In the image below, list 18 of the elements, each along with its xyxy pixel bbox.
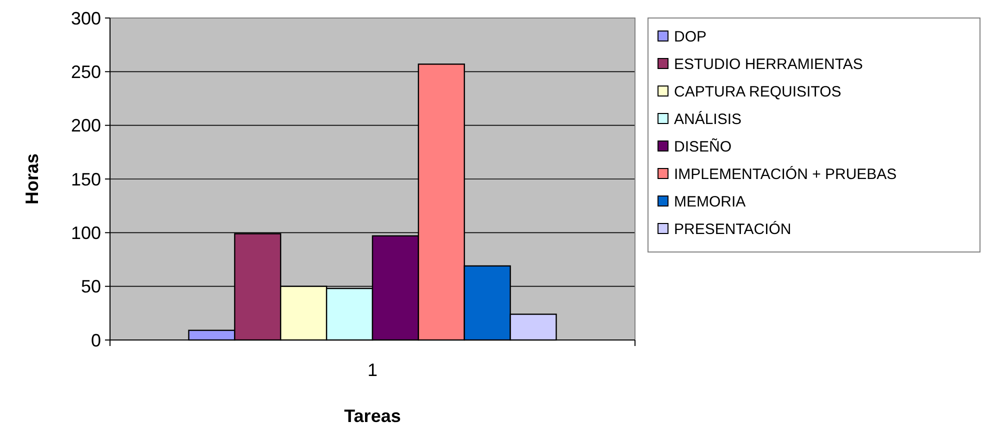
y-tick-label: 250 — [70, 62, 101, 82]
y-tick-label: 300 — [70, 8, 101, 28]
legend-label: IMPLEMENTACIÓN + PRUEBAS — [674, 164, 897, 183]
legend-label: ESTUDIO HERRAMIENTAS — [674, 56, 863, 73]
y-tick-label: 0 — [90, 330, 101, 350]
legend-label: PRESENTACIÓN — [674, 220, 792, 238]
legend-label: CAPTURA REQUISITOS — [674, 83, 842, 100]
legend-label: DISEÑO — [674, 137, 732, 156]
x-axis-title: Tareas — [344, 406, 401, 426]
x-tick-label: 1 — [367, 360, 378, 380]
y-tick-label: 150 — [70, 169, 101, 190]
legend-label: DOP — [674, 28, 707, 46]
y-tick-label: 100 — [70, 222, 101, 243]
legend-label: ANÁLISIS — [674, 110, 742, 128]
y-tick-label: 50 — [80, 276, 101, 297]
y-tick-label: 200 — [70, 116, 101, 136]
legend-label: MEMORIA — [674, 193, 746, 210]
y-axis-title: Horas — [22, 153, 42, 205]
